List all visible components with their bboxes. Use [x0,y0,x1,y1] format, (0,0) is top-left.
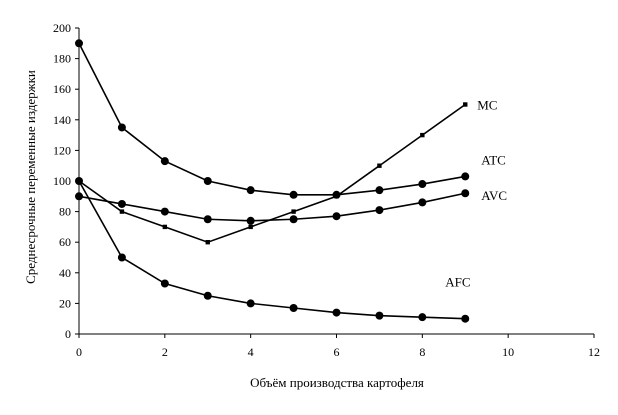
point-avc [75,192,83,201]
y-tick-label: 80 [59,205,71,219]
x-axis-ticks: 0 2 4 6 8 10 12 [76,334,600,359]
point-atc [375,186,384,195]
series-atc [75,39,470,199]
point-avc [117,199,126,208]
point-avc [289,215,298,224]
x-tick-label: 8 [419,345,425,359]
x-axis-title: Объём производства картофеля [250,375,424,390]
series-layer [75,39,470,323]
point-avc [375,206,384,215]
point-avc [160,207,169,216]
y-tick-label: 140 [53,113,71,127]
point-mc [291,209,296,214]
y-tick-label: 120 [53,143,71,157]
point-afc [418,313,427,322]
point-avc [332,212,341,221]
x-tick-label: 4 [248,345,254,359]
y-tick-label: 180 [53,52,71,66]
point-atc [75,39,83,48]
point-atc [160,157,169,166]
series-label-atc: ATC [481,152,506,167]
series-avc [75,189,470,225]
point-afc [246,299,255,308]
point-avc [418,198,427,207]
point-avc [203,215,212,224]
y-axis-title: Среднесрочные переменные издержки [23,70,38,284]
point-afc [375,311,384,320]
y-tick-label: 100 [53,174,71,188]
y-tick-label: 40 [59,266,71,280]
point-afc [332,308,341,317]
x-tick-label: 2 [162,345,168,359]
series-line-avc [78,192,466,222]
point-mc [377,163,382,168]
point-atc [289,190,298,199]
point-atc [332,190,341,199]
x-tick-label: 10 [502,345,514,359]
series-label-afc: AFC [445,275,470,290]
x-tick-label: 6 [334,345,340,359]
point-mc [248,224,253,230]
point-atc [461,172,470,181]
y-tick-label: 0 [65,327,71,341]
point-afc [75,177,83,185]
series-label-avc: AVC [481,188,507,203]
y-tick-label: 160 [53,82,71,96]
point-afc [289,303,298,312]
point-mc [162,224,168,230]
point-atc [203,177,212,185]
point-avc [461,189,470,198]
y-tick-label: 60 [59,235,71,249]
series-mc [76,102,468,245]
series-afc [75,177,470,323]
point-afc [461,314,470,323]
y-tick-label: 20 [59,296,71,310]
point-atc [246,186,255,195]
point-avc [246,216,255,225]
series-line-afc [78,180,466,320]
point-mc [205,240,210,245]
series-labels: MC ATC AVC AFC [445,98,507,290]
x-tick-label: 0 [76,345,82,359]
point-mc [119,209,125,214]
series-line-atc [78,42,466,196]
y-tick-label: 200 [53,21,71,35]
point-afc [203,291,212,300]
point-afc [117,253,126,262]
axes [78,28,594,335]
point-atc [418,180,427,189]
point-mc [420,132,425,138]
series-line-mc [78,103,466,244]
point-atc [117,123,126,132]
point-mc [463,102,468,107]
series-label-mc: MC [477,98,497,113]
point-afc [160,279,169,288]
y-axis-ticks: 0 20 40 60 80 100 120 140 160 180 200 [53,21,79,341]
x-tick-label: 12 [588,345,600,359]
